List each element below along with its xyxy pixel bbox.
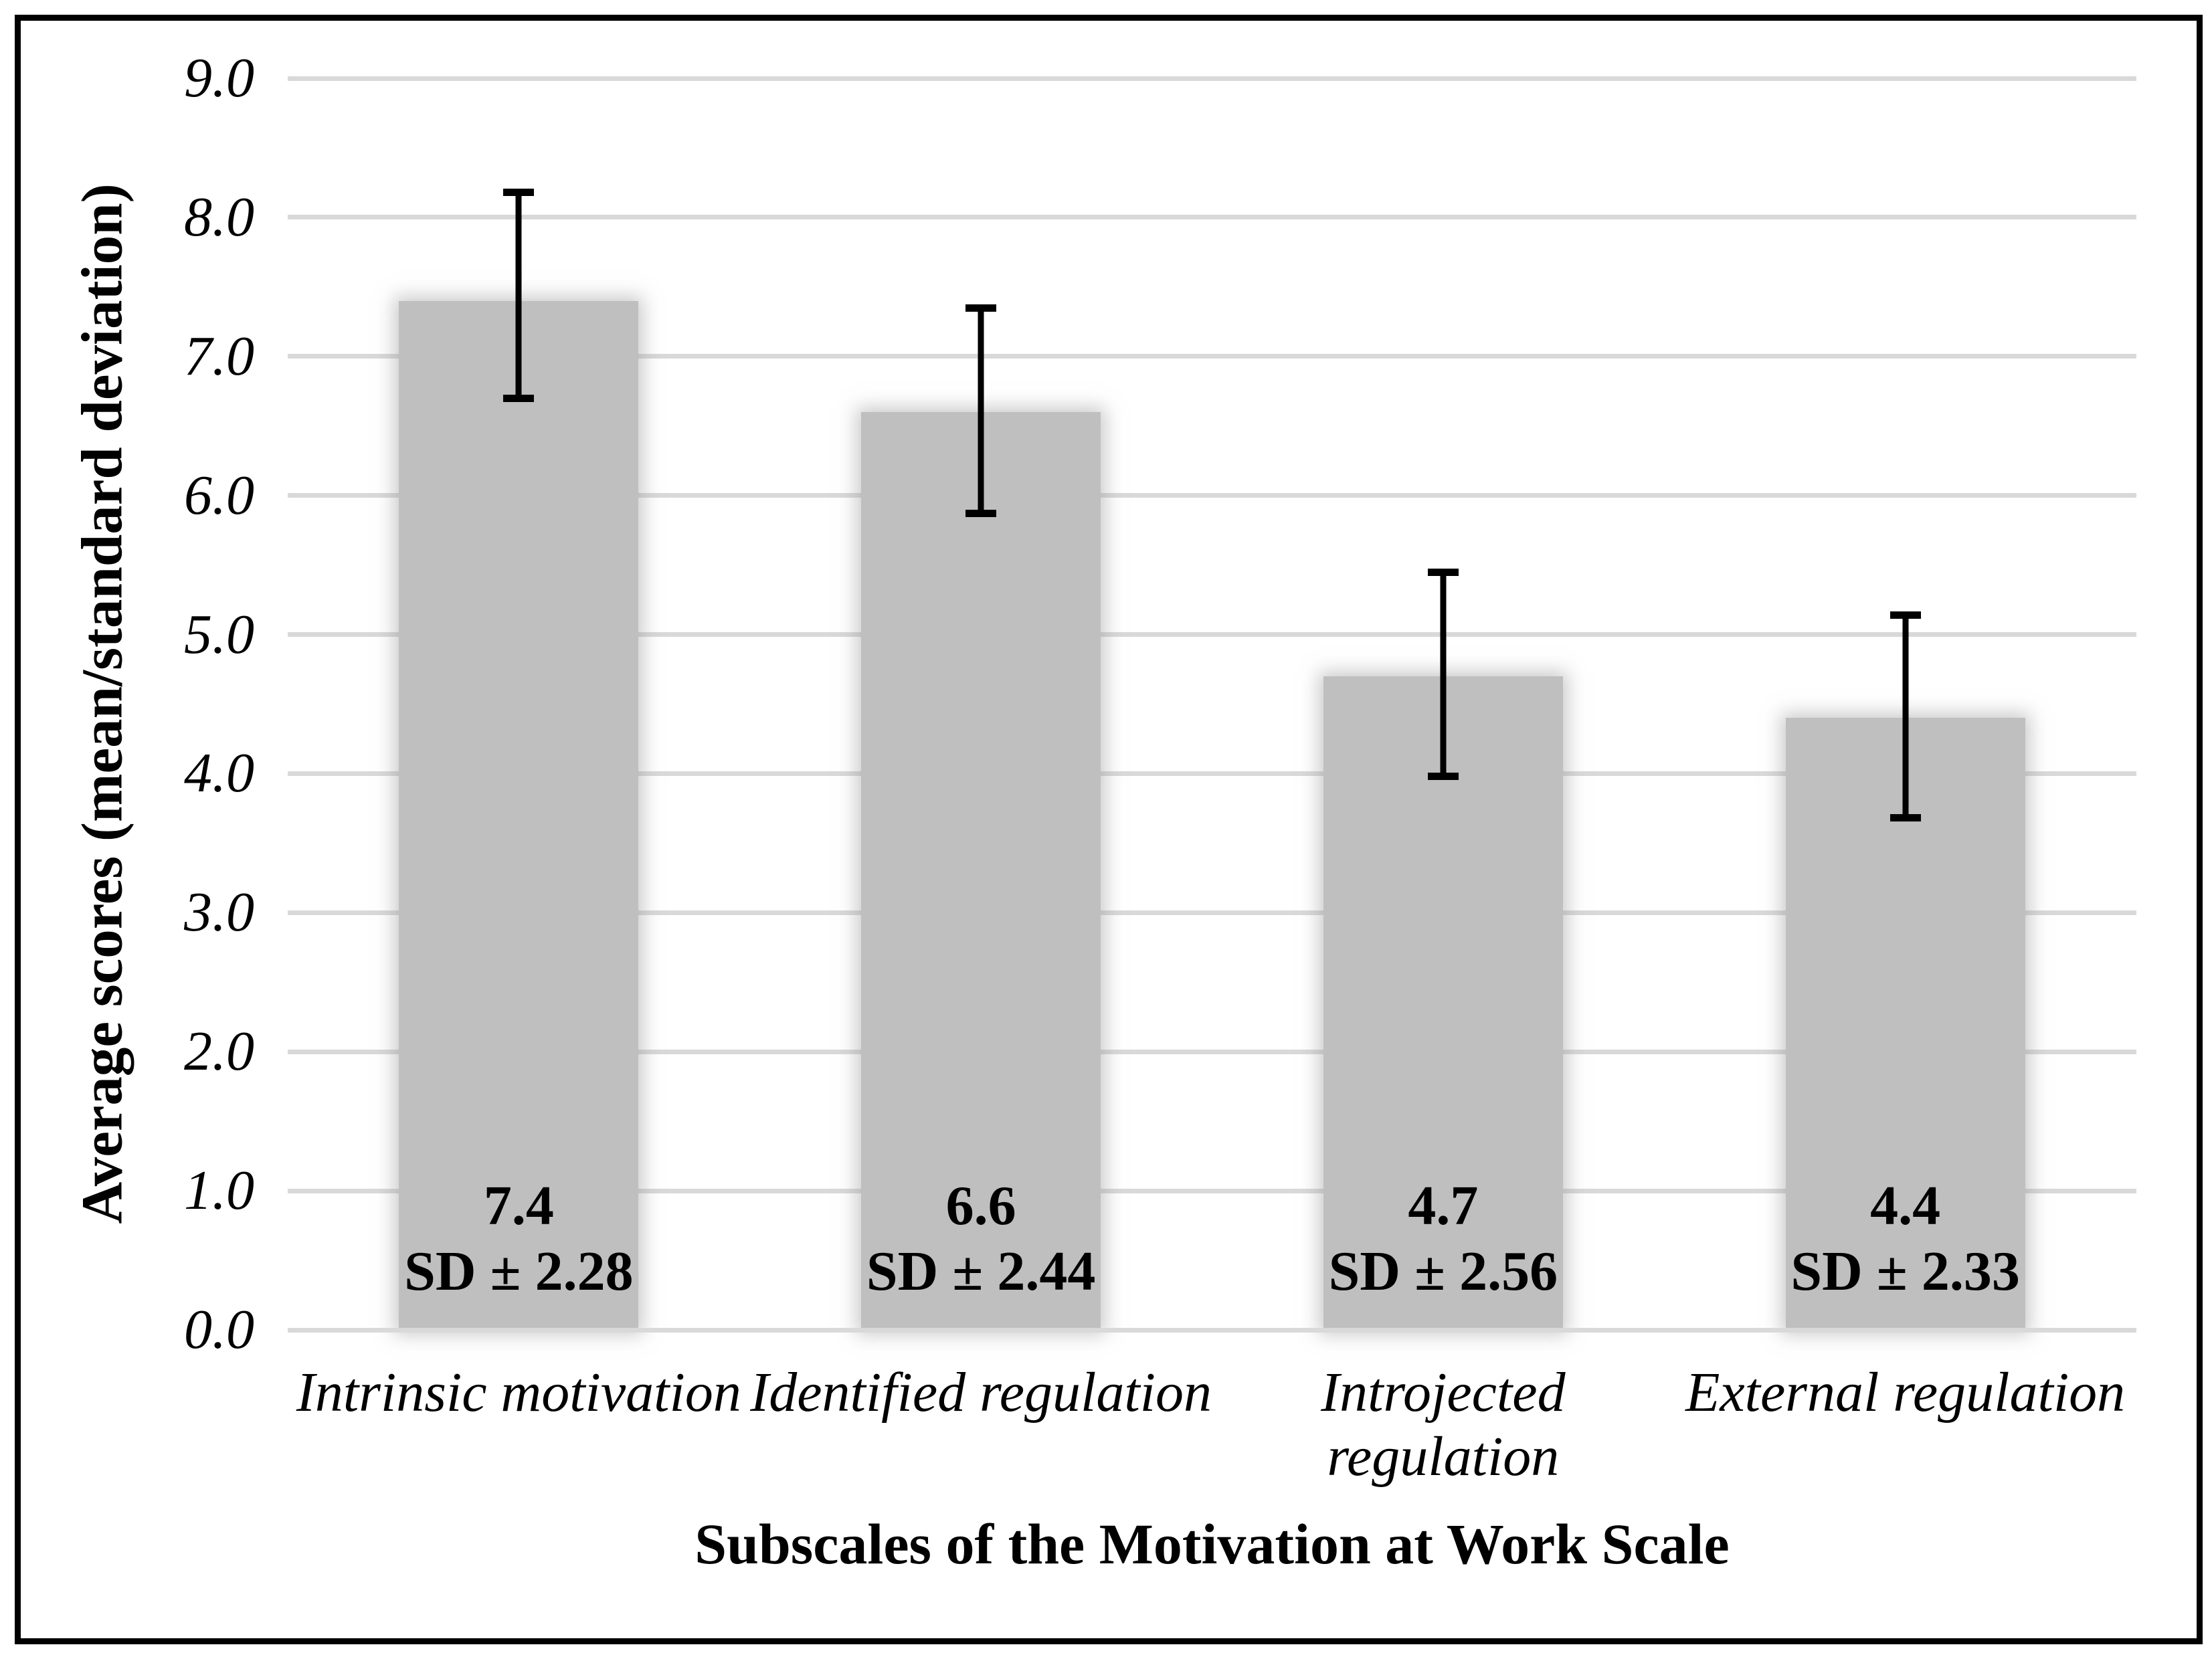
plot-area: 7.4 SD ± 2.28 6.6 SD ± 2.44 4.7 SD ± 2.56 4.4 S…: [288, 76, 2136, 1333]
bar-value-label-1: 7.4 SD ± 2.28: [288, 1173, 750, 1304]
bar-value-label-2: 6.6 SD ± 2.44: [750, 1173, 1212, 1304]
bar-mean-text-2: 6.6: [945, 1175, 1016, 1237]
gridline-6.0: [288, 493, 2136, 498]
bar-sd-text-2: SD ± 2.44: [866, 1240, 1096, 1302]
y-tick-label-8.0: 8.0: [184, 185, 254, 248]
category-label-4: External regulation: [1685, 1361, 2126, 1424]
error-bar-top-cap-4: [1890, 611, 1921, 619]
gridline-0.0: [288, 1327, 2136, 1333]
error-bar-bottom-cap-4: [1890, 814, 1921, 822]
bar-2: [861, 411, 1101, 1330]
gridline-2.0: [288, 1049, 2136, 1054]
bar-1: [399, 300, 639, 1330]
error-bar-bottom-cap-1: [503, 394, 535, 402]
error-bar-1: [515, 192, 522, 399]
bar-mean-text-4: 4.4: [1870, 1175, 1941, 1237]
y-tick-label-7.0: 7.0: [184, 324, 254, 387]
bar-sd-text-1: SD ± 2.28: [404, 1240, 634, 1302]
category-axis-labels: Intrinsic motivation Identified regulatio…: [288, 1361, 2136, 1508]
error-bar-top-cap-2: [965, 304, 997, 312]
bar-3: [1323, 676, 1563, 1330]
category-label-3: Introjected regulation: [1321, 1361, 1566, 1488]
bar-sd-text-3: SD ± 2.56: [1328, 1240, 1558, 1302]
gridline-1.0: [288, 1188, 2136, 1193]
y-tick-label-1.0: 1.0: [184, 1159, 254, 1222]
gridline-5.0: [288, 632, 2136, 638]
error-bar-2: [978, 308, 984, 514]
x-axis-title: Subscales of the Motivation at Work Scal…: [695, 1512, 1730, 1576]
gridline-7.0: [288, 354, 2136, 359]
error-bar-4: [1902, 615, 1909, 818]
y-tick-label-2.0: 2.0: [184, 1020, 254, 1083]
category-slot-2: 6.6 SD ± 2.44: [750, 78, 1212, 1330]
gridline-3.0: [288, 910, 2136, 915]
error-bar-top-cap-3: [1427, 568, 1459, 576]
category-label-2: Identified regulation: [750, 1361, 1212, 1424]
category-slot-1: 7.4 SD ± 2.28: [288, 78, 750, 1330]
bar-mean-text-3: 4.7: [1408, 1175, 1479, 1237]
gridline-9.0: [288, 76, 2136, 81]
category-slot-4: 4.4 SD ± 2.33: [1674, 78, 2136, 1330]
category-slot-3: 4.7 SD ± 2.56: [1212, 78, 1675, 1330]
bar-value-label-4: 4.4 SD ± 2.33: [1674, 1173, 2136, 1304]
gridline-8.0: [288, 215, 2136, 220]
y-tick-label-9.0: 9.0: [184, 47, 254, 109]
chart-border-frame: [15, 15, 2203, 1644]
y-tick-label-5.0: 5.0: [184, 603, 254, 666]
category-label-1: Intrinsic motivation: [296, 1361, 741, 1424]
bar-mean-text-1: 7.4: [483, 1175, 554, 1237]
y-tick-label-4.0: 4.0: [184, 742, 254, 805]
gridline-4.0: [288, 771, 2136, 776]
bar-value-label-3: 4.7 SD ± 2.56: [1212, 1173, 1675, 1304]
y-tick-label-6.0: 6.0: [184, 464, 254, 526]
y-tick-label-0.0: 0.0: [184, 1298, 254, 1361]
bar-sd-text-4: SD ± 2.33: [1790, 1240, 2020, 1302]
error-bar-bottom-cap-3: [1427, 773, 1459, 781]
y-tick-label-3.0: 3.0: [184, 881, 254, 944]
error-bar-3: [1440, 572, 1447, 777]
error-bar-top-cap-1: [503, 188, 535, 196]
error-bar-bottom-cap-2: [965, 510, 997, 518]
